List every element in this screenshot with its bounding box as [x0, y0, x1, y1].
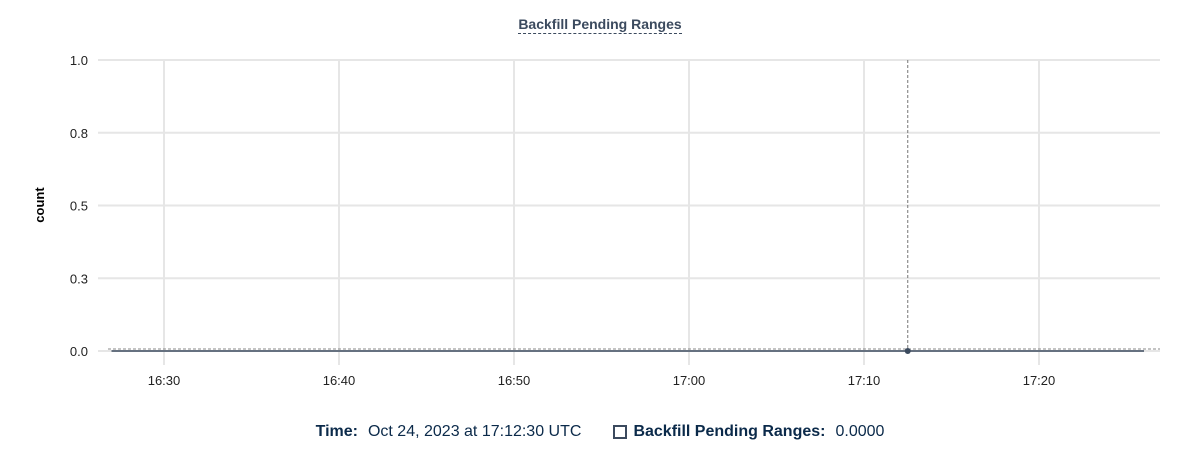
chart-title-text[interactable]: Backfill Pending Ranges — [518, 16, 682, 34]
time-label: Time: — [315, 423, 358, 440]
x-tick-label: 17:20 — [1023, 373, 1056, 388]
y-tick-label: 0.3 — [70, 271, 88, 286]
series-checkbox[interactable] — [613, 425, 628, 439]
y-tick-label: 0.0 — [70, 344, 88, 359]
x-tick-label: 16:50 — [498, 373, 531, 388]
y-tick-label: 0.8 — [70, 126, 88, 141]
time-value: Oct 24, 2023 at 17:12:30 UTC — [367, 423, 582, 440]
series-label: Backfill Pending Ranges: — [633, 423, 826, 440]
x-tick-label: 17:10 — [848, 373, 881, 388]
hover-point — [904, 348, 911, 354]
legend: Time: Oct 24, 2023 at 17:12:30 UTC Backf… — [0, 423, 1200, 441]
y-axis-label: count — [32, 187, 47, 223]
y-tick-label: 0.5 — [70, 199, 88, 214]
y-tick-label: 1.0 — [70, 53, 88, 68]
series-value: 0.0000 — [835, 423, 885, 440]
x-tick-label: 17:00 — [673, 373, 706, 388]
x-tick-label: 16:40 — [323, 373, 356, 388]
x-tick-label: 16:30 — [148, 373, 181, 388]
chart-title[interactable]: Backfill Pending Ranges — [0, 16, 1200, 34]
